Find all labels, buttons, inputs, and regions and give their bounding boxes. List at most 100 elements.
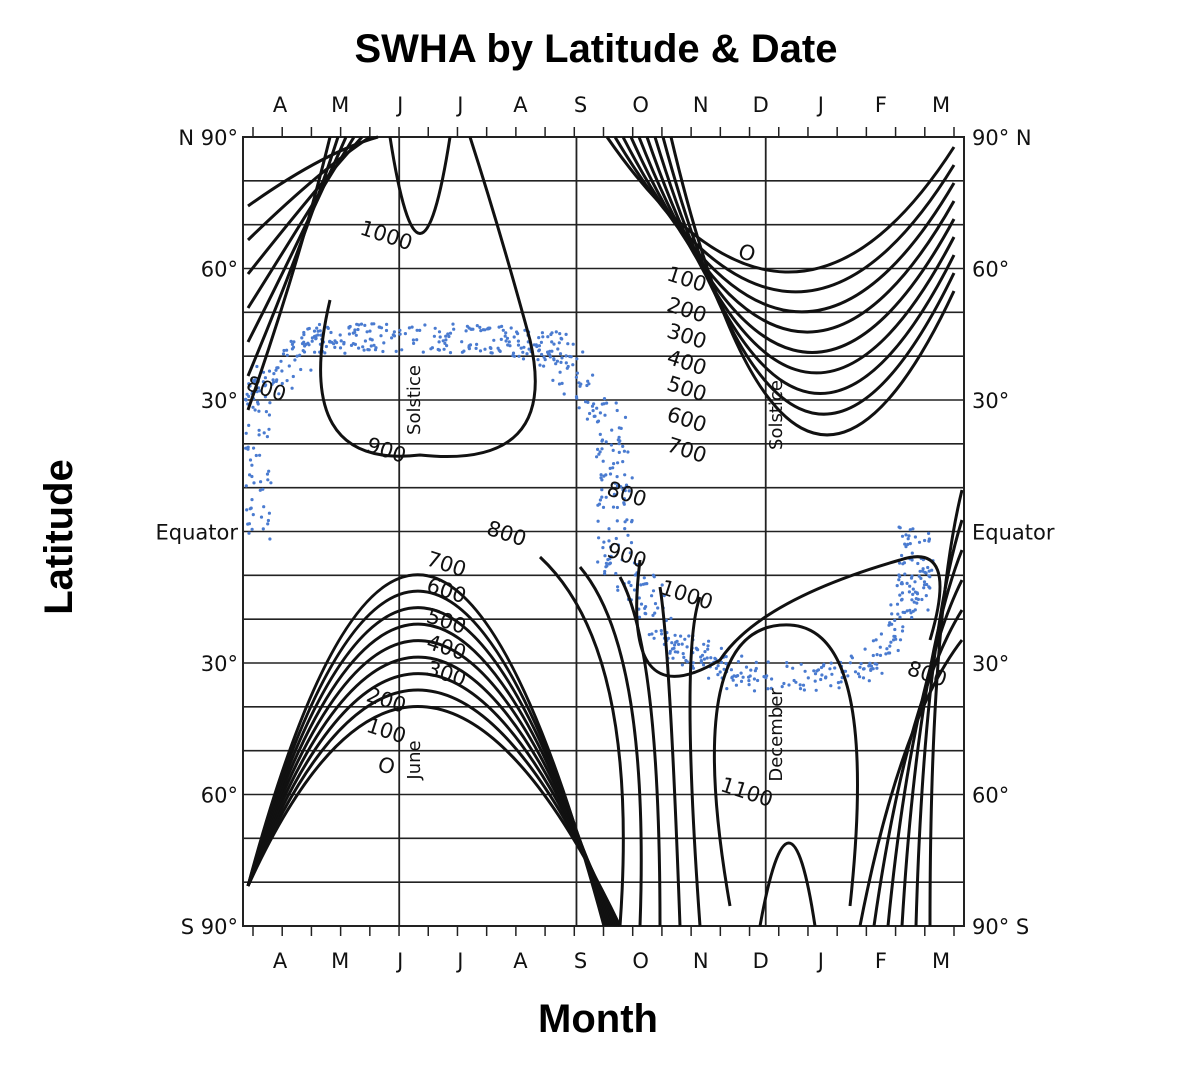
scatter-point <box>900 534 905 538</box>
scatter-point <box>908 584 912 588</box>
scatter-point <box>911 587 915 591</box>
scatter-point <box>269 481 273 485</box>
scatter-point <box>670 641 674 645</box>
scatter-point <box>702 657 707 661</box>
scatter-point <box>592 402 596 406</box>
scatter-point <box>290 386 294 390</box>
scatter-point <box>600 402 604 406</box>
scatter-point <box>927 569 931 573</box>
scatter-point <box>650 632 654 636</box>
scatter-point <box>828 667 832 671</box>
y-tick-label-left: S 90° <box>181 915 238 939</box>
scatter-point <box>271 378 275 382</box>
scatter-point <box>824 675 828 679</box>
scatter-point <box>897 578 901 582</box>
scatter-point <box>257 428 261 432</box>
scatter-point <box>731 678 735 682</box>
scatter-point <box>880 671 884 675</box>
scatter-point <box>291 345 296 349</box>
chart-title: SWHA by Latitude & Date <box>355 27 838 71</box>
scatter-point <box>900 591 905 595</box>
contour-line <box>246 136 340 377</box>
scatter-point <box>448 351 453 355</box>
scatter-point <box>267 427 271 431</box>
scatter-point <box>264 410 268 414</box>
scatter-point <box>626 450 630 454</box>
scatter-point <box>813 672 818 676</box>
scatter-point <box>252 481 256 485</box>
scatter-point <box>673 650 677 654</box>
x-tick-label-top: J <box>816 93 824 117</box>
scatter-point <box>766 687 770 691</box>
scatter-point <box>255 390 259 394</box>
x-tick-label-bottom: J <box>395 949 403 973</box>
scatter-point <box>616 543 621 547</box>
scatter-point <box>622 449 627 453</box>
scatter-point <box>281 352 286 356</box>
scatter-point <box>614 401 618 405</box>
scatter-point <box>629 541 634 545</box>
scatter-point <box>478 349 483 353</box>
scatter-point <box>257 409 261 413</box>
scatter-point <box>602 540 606 544</box>
contour-line <box>886 579 964 927</box>
scatter-point <box>869 668 873 673</box>
scatter-point <box>588 411 592 416</box>
scatter-point <box>532 343 536 347</box>
scatter-point <box>747 679 751 683</box>
scatter-point <box>617 435 621 439</box>
scatter-point <box>248 458 253 462</box>
scatter-point <box>787 683 791 687</box>
scatter-point <box>867 679 871 683</box>
scatter-point <box>366 348 370 352</box>
scatter-point <box>651 613 655 618</box>
scatter-point <box>400 348 404 352</box>
scatter-point <box>581 350 585 354</box>
scatter-point <box>819 677 823 682</box>
contour-line <box>900 549 964 927</box>
scatter-point <box>905 581 909 586</box>
scatter-point <box>741 675 745 679</box>
scatter-point <box>343 351 347 355</box>
scatter-point <box>444 338 448 342</box>
scatter-point <box>785 661 789 665</box>
contour-line <box>247 135 379 208</box>
scatter-point <box>351 342 355 346</box>
scatter-point <box>263 376 267 380</box>
scatter-point <box>740 654 744 658</box>
scatter-point <box>703 650 707 654</box>
scatter-point <box>829 684 833 688</box>
scatter-point <box>252 446 256 450</box>
scatter-point <box>265 472 270 476</box>
scatter-point <box>884 652 888 656</box>
scatter-point <box>722 667 726 671</box>
scatter-point <box>244 484 248 488</box>
scatter-point <box>268 537 272 541</box>
contour-line <box>246 688 620 927</box>
scatter-point <box>452 327 456 331</box>
scatter-point <box>250 498 254 502</box>
y-axis-title: Latitude <box>37 459 81 615</box>
scatter-point <box>497 325 501 329</box>
scatter-point <box>724 661 728 666</box>
contour-label: 900 <box>604 538 650 573</box>
scatter-point <box>381 349 385 354</box>
contour-line <box>246 655 616 927</box>
scatter-point <box>363 323 367 327</box>
scatter-point <box>483 347 487 351</box>
scatter-point <box>911 592 915 597</box>
contour-label: 1000 <box>357 216 415 255</box>
scatter-point <box>762 675 766 679</box>
scatter-point <box>558 332 562 336</box>
scatter-point <box>595 406 599 410</box>
scatter-point <box>247 522 251 526</box>
scatter-point <box>280 369 284 373</box>
scatter-point <box>652 636 656 640</box>
contour-line <box>246 136 332 411</box>
scatter-point <box>859 662 863 666</box>
scatter-point <box>384 328 389 333</box>
scatter-point <box>522 345 526 349</box>
scatter-point <box>897 573 901 577</box>
scatter-point <box>765 674 769 678</box>
scatter-point <box>245 446 249 450</box>
